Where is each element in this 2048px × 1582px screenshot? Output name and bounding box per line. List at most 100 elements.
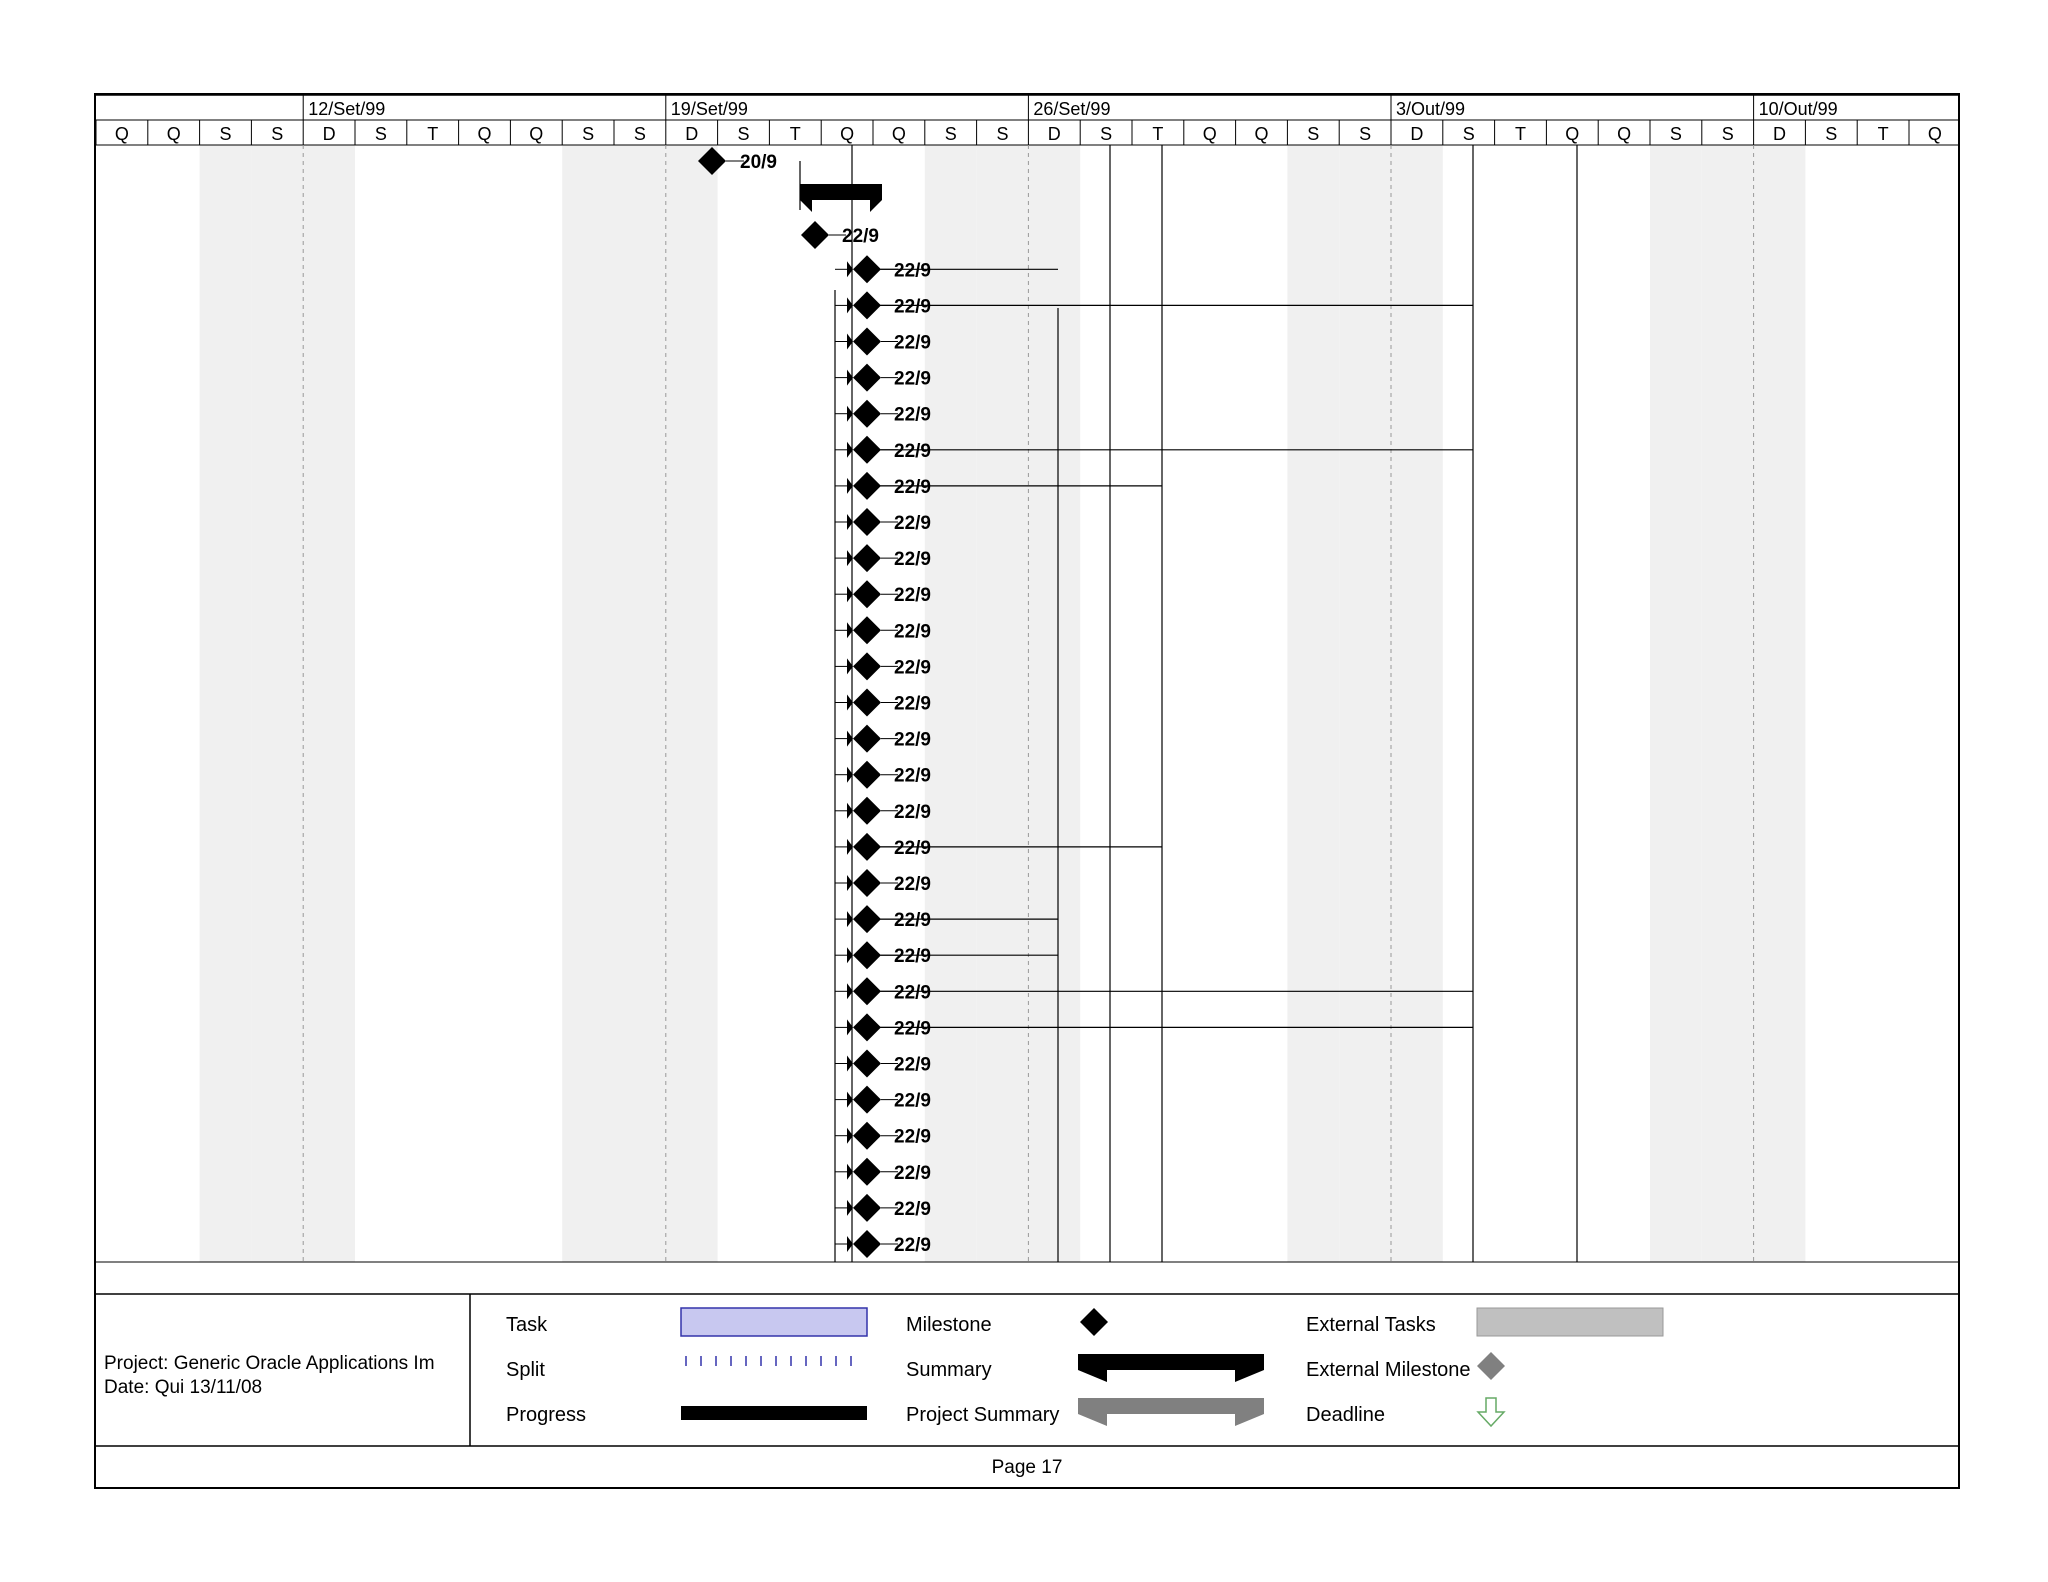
day-label: S [375, 124, 387, 144]
link-arrowhead [847, 441, 853, 458]
link-arrowhead [847, 1236, 853, 1252]
day-label: Q [840, 124, 854, 144]
weekend-column [1287, 145, 1340, 1262]
milestone-date-label: 22/9 [894, 1235, 931, 1256]
project-info: Project: Generic Oracle Applications Im … [104, 1352, 435, 1400]
milestone-diamond [853, 291, 881, 320]
day-label: Q [1617, 124, 1631, 144]
link-arrowhead [847, 875, 853, 891]
milestone-diamond [853, 255, 881, 284]
milestone-diamond [853, 941, 881, 970]
link-arrowhead [847, 586, 853, 603]
milestone-diamond [853, 399, 881, 428]
day-label: T [1878, 124, 1889, 144]
legend-external-milestone-swatch [1477, 1352, 1505, 1380]
legend-deadline-arrow [1476, 1397, 1506, 1428]
milestone-diamond [853, 1121, 881, 1150]
link-arrowhead [847, 261, 853, 278]
link-arrowhead [847, 514, 853, 530]
legend-progress-swatch [681, 1406, 867, 1420]
day-label: Q [167, 124, 181, 144]
week-label: 3/Out/99 [1396, 99, 1465, 119]
day-label: S [582, 124, 594, 144]
milestone-diamond [853, 580, 881, 609]
day-label: S [219, 124, 231, 144]
legend: Project: Generic Oracle Applications Im … [94, 1294, 1960, 1446]
milestone-date-label: 22/9 [894, 1018, 931, 1039]
legend-progress-label: Progress [506, 1404, 587, 1426]
legend-project-summary-end [1235, 1398, 1264, 1426]
milestone-diamond [853, 1049, 881, 1078]
day-label: Q [529, 124, 543, 144]
legend-external-tasks-swatch [1476, 1307, 1664, 1337]
link-arrowhead [847, 369, 853, 386]
day-label: D [1773, 124, 1786, 144]
link-arrowhead [847, 1163, 853, 1180]
page-frame [94, 93, 1960, 1489]
milestone-date-label: 22/9 [894, 585, 931, 606]
day-label: S [945, 124, 957, 144]
milestone-date-label: 22/9 [894, 730, 931, 751]
legend-split-label: Split [506, 1359, 545, 1381]
legend-project-summary-label: Project Summary [906, 1404, 1060, 1426]
link-arrowhead [847, 730, 853, 747]
link-arrowhead [847, 477, 853, 494]
milestone-date-label: 22/9 [894, 405, 931, 426]
legend-project-summary-swatch [1078, 1398, 1264, 1414]
milestone-date-label: 22/9 [894, 333, 931, 354]
weekend-column [303, 145, 355, 1262]
day-label: T [1515, 124, 1526, 144]
day-label: S [737, 124, 749, 144]
day-label: T [790, 124, 801, 144]
legend-summary-label: Summary [906, 1359, 992, 1381]
weekend-column [562, 145, 614, 1262]
link-arrowhead [847, 405, 853, 422]
legend-deadline-label: Deadline [1306, 1404, 1385, 1426]
milestone-diamond [853, 652, 881, 681]
milestone-diamond [853, 832, 881, 861]
day-label: S [1722, 124, 1734, 144]
milestone-date-label: 22/9 [894, 694, 931, 715]
day-label: T [427, 124, 438, 144]
weekend-shading [199, 145, 1806, 1262]
milestone-date-label: 22/9 [894, 296, 931, 317]
weekend-column [1701, 145, 1754, 1262]
weekend-column [251, 145, 304, 1262]
legend-milestone-label: Milestone [906, 1314, 992, 1336]
milestone-diamond [853, 435, 881, 464]
milestone-diamond [853, 688, 881, 717]
day-label: S [1307, 124, 1319, 144]
timescale-grid [94, 94, 1958, 1447]
day-label: Q [477, 124, 491, 144]
week-label: 19/Set/99 [671, 99, 748, 119]
milestone-diamond [853, 1085, 881, 1114]
day-label: S [1825, 124, 1837, 144]
milestone-diamond [801, 221, 829, 249]
link-arrowhead [847, 550, 853, 567]
weekend-column [1028, 145, 1081, 1262]
timescale-header: Q Q S S D S T Q Q S S D S T Q Q S S D S T Q Q S S D S T Q Q S S D S T Q 12/S… [115, 99, 1942, 144]
milestone-diamond [853, 471, 881, 500]
link-arrowhead [847, 947, 853, 964]
link-arrowhead [847, 911, 853, 928]
day-label: S [1359, 124, 1371, 144]
milestone-diamond [853, 869, 881, 897]
milestone-date-label: 22/9 [894, 477, 931, 498]
gantt-bars: 20/9 22/9 22/9 22/9 22/9 22/9 22/9 22/9 22/9 22/9… [698, 147, 931, 1258]
weekend-column [614, 145, 666, 1262]
milestone-diamond [853, 796, 881, 825]
day-label: Q [1254, 124, 1268, 144]
link-arrowhead [847, 333, 853, 350]
legend-external-milestone-label: External Milestone [1306, 1359, 1471, 1381]
weekend-column [665, 145, 718, 1262]
summary-bar-end [800, 184, 812, 212]
milestone-date-label: 22/9 [894, 621, 931, 642]
legend-external-tasks-label: External Tasks [1306, 1314, 1436, 1336]
milestone-date-label: 22/9 [894, 982, 931, 1003]
day-label: D [1048, 124, 1061, 144]
page-number: Page 17 [991, 1457, 1063, 1478]
milestone-diamond [853, 1157, 881, 1186]
day-label: D [1410, 124, 1423, 144]
link-arrowhead [847, 1199, 853, 1216]
